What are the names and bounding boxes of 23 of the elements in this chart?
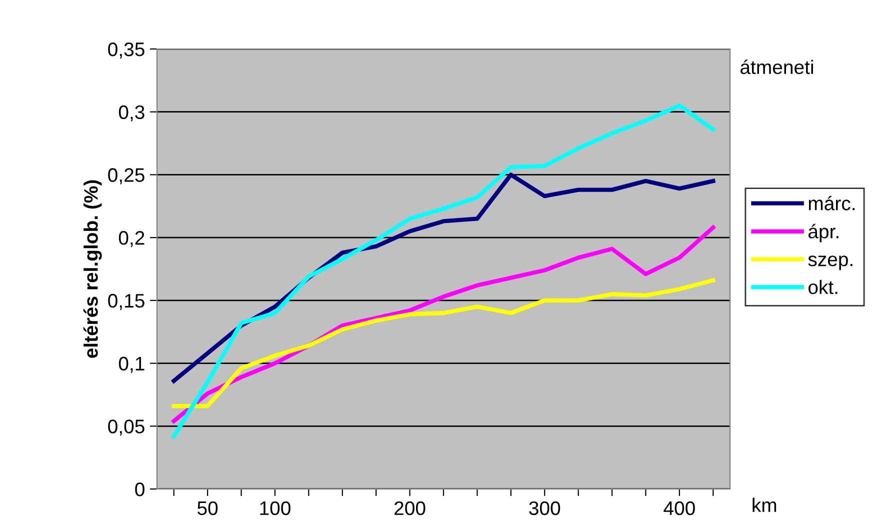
y-tick-label: 0 (135, 482, 144, 496)
y-tick-label: 0,15 (108, 294, 144, 310)
line-series (172, 225, 716, 424)
y-tick-label: 0,25 (108, 168, 144, 184)
x-tick-label: 200 (394, 501, 426, 516)
x-tick-label: 300 (529, 501, 560, 516)
legend-label: ápr. (808, 224, 838, 242)
x-tick-label: 50 (198, 501, 218, 516)
legend-label: szep. (808, 256, 852, 270)
x-tick-label: 100 (260, 501, 290, 516)
x-axis-title: km (752, 498, 776, 512)
y-tick-label: 0,1 (118, 356, 144, 373)
legend-label: márc. (808, 196, 855, 210)
y-tick-label: 0,2 (118, 231, 144, 248)
legend-label: okt. (808, 280, 838, 294)
text: átmeneti (740, 60, 813, 74)
x-tick-label: 400 (664, 501, 695, 516)
line-series (172, 103, 716, 438)
y-tick-label: 0,05 (108, 420, 144, 436)
line-series (172, 278, 716, 408)
y-tick-label: 0,3 (118, 105, 144, 122)
y-tick-label: 0,35 (108, 42, 144, 59)
y-axis-title: eltérés rel.glob. (%) (83, 180, 102, 358)
